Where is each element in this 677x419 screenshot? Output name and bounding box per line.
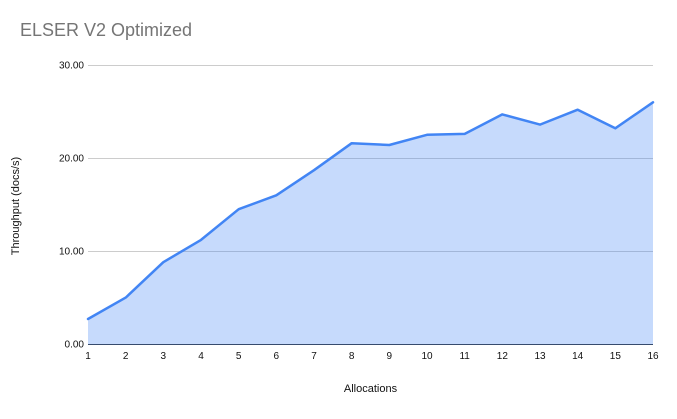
gridline: [88, 158, 653, 159]
y-tick-label: 10.00: [58, 246, 84, 258]
gridline: [88, 251, 653, 252]
series-line: [86, 101, 655, 321]
y-tick-label: 20.00: [58, 153, 84, 165]
y-axis-title: Throughput (docs/s): [0, 66, 32, 345]
chart-title: ELSER V2 Optimized: [20, 20, 193, 40]
x-tick-label: 1: [85, 351, 91, 362]
y-tick-label: 30.00: [58, 60, 84, 72]
x-tick-label: 5: [235, 351, 242, 362]
x-tick-label: 6: [273, 351, 280, 362]
x-tick-label: 7: [311, 351, 317, 362]
x-tick-label: 8: [348, 351, 355, 362]
x-tick-label: 4: [198, 351, 204, 362]
x-tick-label: 15: [609, 351, 621, 362]
x-axis-ticks: 1 2 3 4 5 6 7 8 9 10 11 12 13 14 15 16: [85, 351, 658, 365]
x-axis-title: Allocations: [343, 383, 398, 395]
y-axis-title-label: Throughput (docs/s): [10, 156, 22, 255]
x-tick-label: 13: [534, 351, 546, 362]
x-tick-label: 14: [572, 351, 584, 362]
x-tick-label: 9: [386, 351, 393, 362]
plot-area: [86, 65, 655, 345]
x-tick-label: 10: [421, 351, 433, 362]
x-tick-label: 12: [496, 351, 508, 362]
gridline: [88, 65, 653, 66]
area-chart-svg: [86, 101, 655, 345]
x-tick-label: 2: [122, 351, 129, 362]
x-tick-label: 3: [160, 351, 167, 362]
area-fill: [88, 102, 653, 345]
y-axis-ticks: 0.00 10.00 20.00 30.00: [44, 61, 84, 351]
x-axis-line: [88, 344, 653, 345]
x-tick-label: 11: [459, 351, 470, 362]
y-tick-label: 0.00: [64, 339, 84, 351]
x-tick-label: 16: [647, 351, 659, 362]
